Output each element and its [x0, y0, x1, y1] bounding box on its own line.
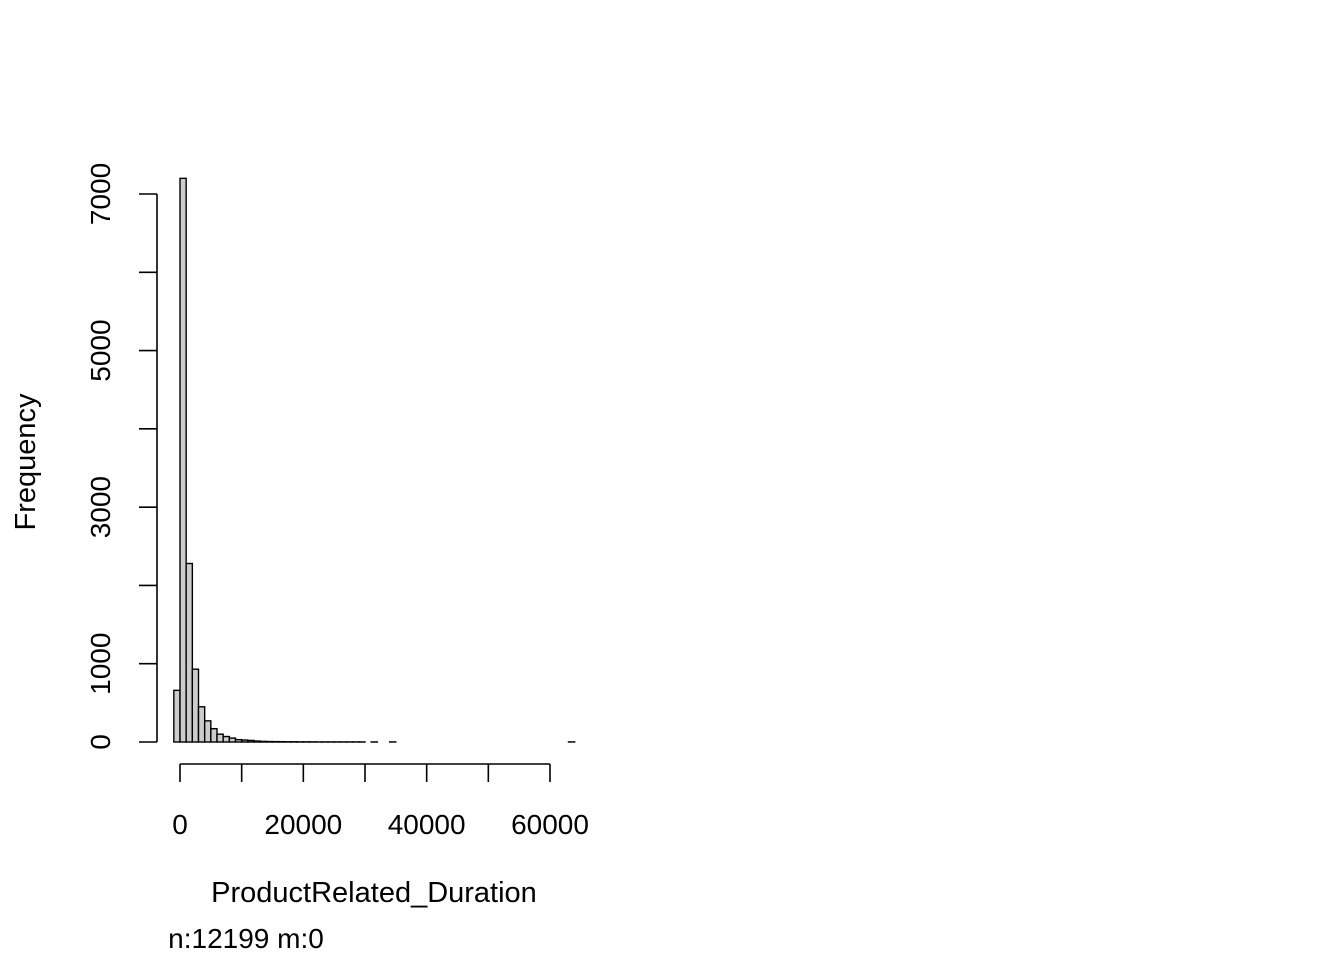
x-tick-label: 60000 — [511, 809, 589, 840]
histogram-bar — [179, 177, 187, 743]
histogram-bar — [228, 737, 237, 743]
histogram-bar — [210, 727, 218, 743]
histogram-bar — [185, 562, 194, 743]
y-tick-label: 1000 — [85, 633, 116, 695]
y-tick-label: 0 — [85, 734, 116, 750]
histogram-bar — [203, 720, 212, 743]
y-axis: 0 1000 3000 5000 7000 — [85, 163, 158, 750]
histogram-bar — [197, 706, 206, 743]
histogram-bar — [191, 668, 200, 743]
x-tick-label: 40000 — [388, 809, 466, 840]
y-tick-label: 7000 — [85, 163, 116, 225]
histogram-bar — [240, 739, 249, 743]
footnote-text: n:12199 m:0 — [168, 923, 324, 954]
histogram-bars — [173, 177, 576, 743]
y-tick-label: 3000 — [85, 476, 116, 538]
histogram-bar — [222, 735, 231, 743]
histogram-bar — [259, 740, 268, 743]
x-tick-label: 0 — [172, 809, 188, 840]
y-tick-label: 5000 — [85, 319, 116, 381]
x-axis-label: ProductRelated_Duration — [211, 877, 537, 909]
histogram-bar — [173, 689, 181, 743]
y-axis-label: Frequency — [10, 393, 42, 531]
histogram-bar — [234, 738, 243, 743]
x-axis: 0 20000 40000 60000 — [172, 763, 589, 840]
histogram-bar — [253, 740, 261, 743]
histogram-bar — [216, 733, 224, 743]
x-tick-label: 20000 — [264, 809, 342, 840]
histogram-bar — [247, 739, 255, 743]
